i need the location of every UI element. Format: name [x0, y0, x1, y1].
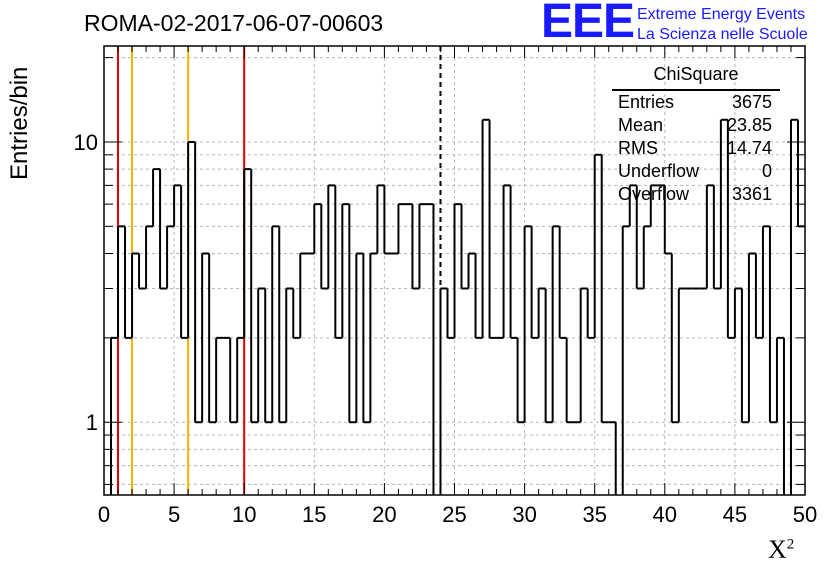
stats-row-overflow: Overflow 3361	[612, 183, 780, 206]
x-tick-label: 15	[302, 502, 326, 527]
stats-value: 0	[761, 161, 772, 181]
stats-label: Underflow	[618, 161, 700, 181]
x-tick-label: 25	[442, 502, 466, 527]
stats-value: 3675	[731, 92, 772, 112]
stats-row-mean: Mean 23.85	[612, 114, 780, 137]
stats-label: Entries	[618, 92, 675, 112]
stats-row-entries: Entries 3675	[612, 91, 780, 114]
x-tick-label: 40	[653, 502, 677, 527]
stats-label: Overflow	[618, 184, 690, 204]
x-tick-label: 20	[372, 502, 396, 527]
stats-value: 3361	[731, 184, 772, 204]
x-tick-label: 50	[793, 502, 817, 527]
logo-line-2: La Scienza nelle Scuole	[637, 26, 808, 43]
y-tick-label: 1	[86, 410, 98, 435]
x-axis-label: Χ2	[768, 535, 795, 564]
x-tick-label: 10	[232, 502, 256, 527]
x-tick-label: 0	[98, 502, 110, 527]
x-tick-label: 5	[168, 502, 180, 527]
chart-title: ROMA-02-2017-06-07-00603	[84, 10, 384, 36]
stats-value: 14.74	[726, 138, 772, 158]
x-tick-label: 45	[723, 502, 747, 527]
stats-value: 23.85	[726, 115, 772, 135]
stats-title: ChiSquare	[612, 64, 780, 91]
y-tick-label: 10	[74, 130, 98, 155]
tick-labels: 0 5 10 15 20 25 30 35 40 45 50 1 10	[74, 130, 818, 527]
axes	[103, 45, 806, 496]
stats-row-underflow: Underflow 0	[612, 160, 780, 183]
stats-row-rms: RMS 14.74	[612, 137, 780, 160]
eee-logo: EEE Extreme Energy Events La Scienza nel…	[541, 0, 831, 48]
logo-line-1: Extreme Energy Events	[637, 6, 806, 23]
stats-label: Mean	[618, 115, 664, 135]
logo-mark: EEE	[541, 0, 635, 48]
stats-label: RMS	[618, 138, 658, 158]
histogram-bars	[110, 118, 805, 495]
x-tick-label: 35	[582, 502, 606, 527]
stats-box: ChiSquare Entries 3675 Mean 23.85 RMS 14…	[612, 64, 780, 206]
x-tick-label: 30	[512, 502, 536, 527]
